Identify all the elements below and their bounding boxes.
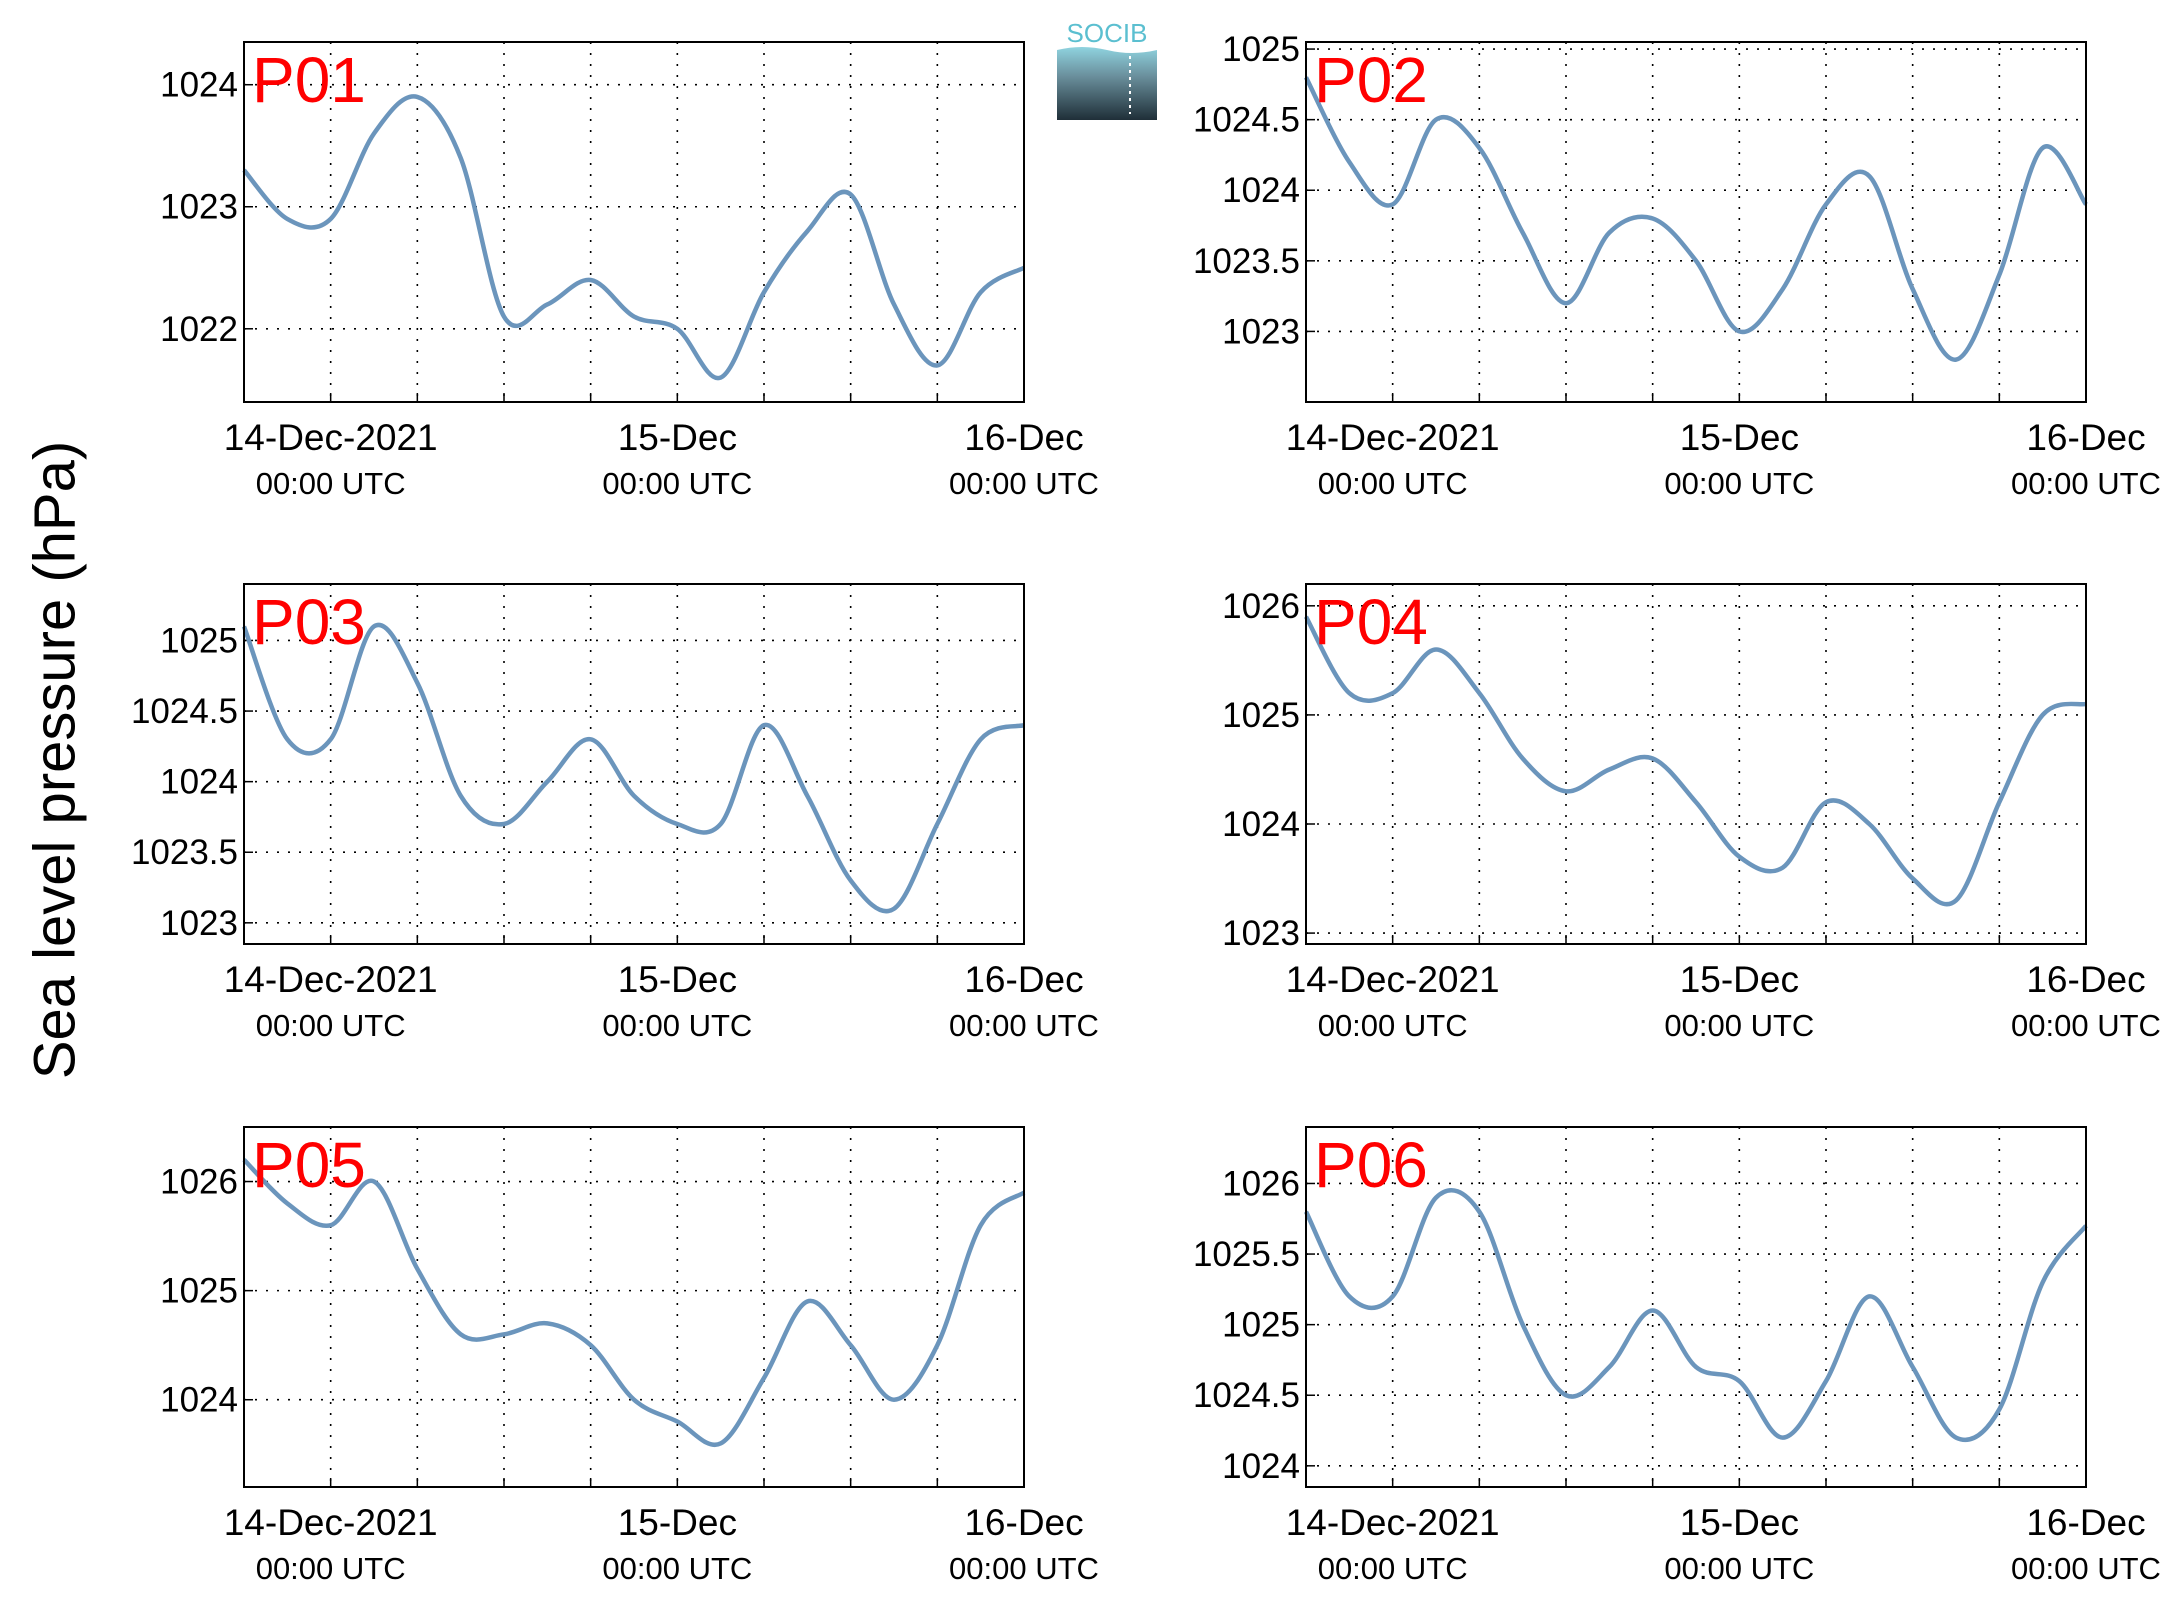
x-tick-label-date: 14-Dec-2021 bbox=[224, 1502, 438, 1543]
y-tick-label: 1023 bbox=[1222, 312, 1300, 351]
x-tick-label-date: 15-Dec bbox=[618, 417, 737, 458]
y-tick-label: 1025.5 bbox=[1193, 1235, 1300, 1274]
x-tick-label-date: 15-Dec bbox=[1680, 1502, 1799, 1543]
x-tick-label-date: 16-Dec bbox=[2026, 959, 2145, 1000]
y-tick-label: 1024.5 bbox=[131, 692, 238, 731]
x-tick-label-date: 16-Dec bbox=[964, 1502, 1083, 1543]
y-tick-label: 1024 bbox=[1222, 1447, 1300, 1486]
y-tick-label: 1024 bbox=[160, 1381, 238, 1420]
grid bbox=[1306, 584, 2086, 944]
x-tick-label-time: 00:00 UTC bbox=[1318, 1008, 1468, 1043]
y-tick-label: 1023 bbox=[160, 904, 238, 943]
chart-panel-p05: 1024 1025 1026 P05 14-Dec-2021 00:00 UTC 15-De… bbox=[160, 1126, 1099, 1586]
x-tick-label-time: 00:00 UTC bbox=[2011, 1551, 2161, 1586]
x-tick-label-time: 00:00 UTC bbox=[2011, 466, 2161, 501]
y-tick-label: 1022 bbox=[160, 310, 238, 349]
series-line bbox=[1303, 76, 2088, 362]
plot-area bbox=[244, 42, 1024, 402]
plot-frame bbox=[243, 41, 1025, 403]
x-tick-label-time: 00:00 UTC bbox=[602, 1008, 752, 1043]
x-tick-label-date: 16-Dec bbox=[964, 959, 1083, 1000]
panel-label: P06 bbox=[1314, 1129, 1428, 1201]
y-tick-label: 1026 bbox=[1222, 1164, 1300, 1203]
panel-label: P03 bbox=[252, 586, 366, 658]
y-tick-label: 1024 bbox=[160, 66, 238, 105]
x-tick-label-date: 14-Dec-2021 bbox=[1286, 959, 1500, 1000]
x-tick-label-date: 15-Dec bbox=[1680, 417, 1799, 458]
panel-label: P02 bbox=[1314, 44, 1428, 116]
x-tick-label-time: 00:00 UTC bbox=[1664, 466, 1814, 501]
grid bbox=[1306, 42, 2086, 402]
x-tick-label-time: 00:00 UTC bbox=[949, 1551, 1099, 1586]
x-tick-label-time: 00:00 UTC bbox=[949, 1008, 1099, 1043]
chart-panel-p02: 1023 1023.5 1024 1024.5 1025 P02 14-Dec-2021 00… bbox=[1193, 30, 2161, 501]
x-tick-label-time: 00:00 UTC bbox=[602, 1551, 752, 1586]
x-tick-label-time: 00:00 UTC bbox=[256, 466, 406, 501]
grid bbox=[244, 42, 1024, 402]
y-tick-label: 1024 bbox=[160, 763, 238, 802]
x-tick-label-time: 00:00 UTC bbox=[602, 466, 752, 501]
x-tick-label-date: 14-Dec-2021 bbox=[224, 959, 438, 1000]
y-tick-label: 1024 bbox=[1222, 805, 1300, 844]
plot-frame bbox=[1305, 583, 2087, 945]
series-line bbox=[241, 622, 1025, 914]
plot-area bbox=[244, 584, 1024, 944]
y-tick-label: 1025 bbox=[160, 621, 238, 660]
series-line bbox=[1304, 615, 2087, 907]
y-tick-label: 1023.5 bbox=[131, 833, 238, 872]
y-tick-label: 1025 bbox=[1222, 1306, 1300, 1345]
series-line bbox=[242, 94, 1026, 381]
plot-area bbox=[1306, 42, 2086, 402]
x-tick-label-time: 00:00 UTC bbox=[256, 1551, 406, 1586]
x-tick-label-time: 00:00 UTC bbox=[1664, 1551, 1814, 1586]
y-tick-label: 1024.5 bbox=[1193, 101, 1300, 140]
plot-area bbox=[1306, 584, 2086, 944]
y-tick-label: 1024 bbox=[1222, 171, 1300, 210]
x-tick-label-date: 15-Dec bbox=[1680, 959, 1799, 1000]
x-tick-label-date: 15-Dec bbox=[618, 1502, 737, 1543]
x-tick-label-date: 16-Dec bbox=[2026, 417, 2145, 458]
y-tick-label: 1025 bbox=[1222, 696, 1300, 735]
x-tick-label-time: 00:00 UTC bbox=[1664, 1008, 1814, 1043]
chart-panel-p01: 1022 1023 1024 P01 14-Dec-2021 00:00 UTC 15-De… bbox=[160, 41, 1099, 501]
y-tick-label: 1023.5 bbox=[1193, 242, 1300, 281]
grid bbox=[1306, 1127, 2086, 1487]
x-tick-label-date: 14-Dec-2021 bbox=[224, 417, 438, 458]
y-tick-label: 1026 bbox=[160, 1163, 238, 1202]
x-tick-label-date: 15-Dec bbox=[618, 959, 737, 1000]
plot-area bbox=[1306, 1127, 2086, 1487]
x-tick-label-time: 00:00 UTC bbox=[949, 466, 1099, 501]
panel-label: P04 bbox=[1314, 586, 1428, 658]
plot-frame bbox=[243, 583, 1025, 945]
x-tick-label-date: 16-Dec bbox=[964, 417, 1083, 458]
socib-logo: SOCIB bbox=[1057, 18, 1157, 120]
plot-frame bbox=[243, 1126, 1025, 1488]
y-tick-label: 1025 bbox=[160, 1272, 238, 1311]
chart-panel-p04: 1023 1024 1025 1026 P04 14-Dec-2021 00:00 UTC 1… bbox=[1222, 583, 2161, 1043]
x-tick-label-date: 16-Dec bbox=[2026, 1502, 2145, 1543]
chart-panel-p06: 1024 1024.5 1025 1025.5 1026 P06 14-Dec-2021 00… bbox=[1193, 1126, 2161, 1586]
plot-area bbox=[244, 1127, 1024, 1487]
x-tick-label-date: 14-Dec-2021 bbox=[1286, 1502, 1500, 1543]
y-tick-label: 1023 bbox=[160, 188, 238, 227]
x-tick-label-time: 00:00 UTC bbox=[256, 1008, 406, 1043]
y-tick-label: 1023 bbox=[1222, 914, 1300, 953]
chart-panel-p03: 1023 1023.5 1024 1024.5 1025 P03 14-Dec-2021 00… bbox=[131, 583, 1099, 1043]
grid bbox=[244, 584, 1024, 944]
x-tick-label-date: 14-Dec-2021 bbox=[1286, 417, 1500, 458]
y-tick-label: 1024.5 bbox=[1193, 1376, 1300, 1415]
y-axis-title: Sea level pressure (hPa) bbox=[22, 440, 88, 1080]
x-tick-label-time: 00:00 UTC bbox=[1318, 1551, 1468, 1586]
series-line bbox=[242, 1158, 1026, 1448]
x-tick-label-time: 00:00 UTC bbox=[1318, 466, 1468, 501]
logo-text: SOCIB bbox=[1067, 18, 1148, 48]
plot-frame bbox=[1305, 1126, 2087, 1488]
y-tick-label: 1026 bbox=[1222, 587, 1300, 626]
series-line bbox=[1303, 1188, 2088, 1443]
plot-frame bbox=[1305, 41, 2087, 403]
panel-label: P01 bbox=[252, 44, 366, 116]
panel-label: P05 bbox=[252, 1129, 366, 1201]
x-tick-label-time: 00:00 UTC bbox=[2011, 1008, 2161, 1043]
y-tick-label: 1025 bbox=[1222, 30, 1300, 69]
